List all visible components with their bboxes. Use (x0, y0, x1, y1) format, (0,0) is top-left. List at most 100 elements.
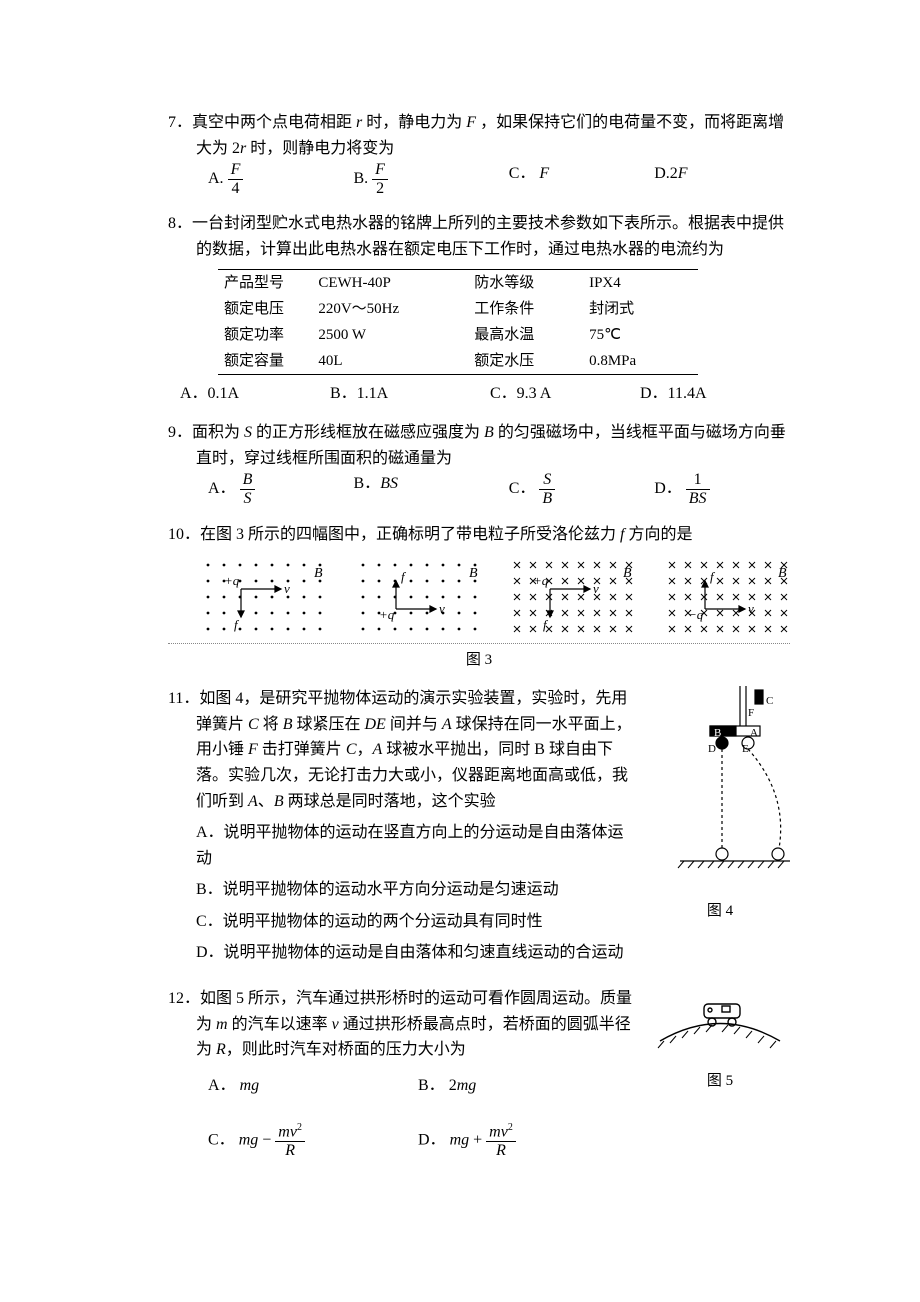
cell: 75℃ (583, 322, 698, 348)
frac: SB (539, 471, 555, 507)
q12-options-row2: C． mg − mv2R D． mg + mv2R (168, 1122, 636, 1160)
q7-d-label: D. (654, 165, 670, 182)
figure-5-caption: 图 5 (650, 1069, 790, 1093)
svg-text:D: D (708, 743, 716, 755)
q12-number: 12． (168, 990, 200, 1007)
svg-text:+q: +q (533, 573, 549, 588)
svg-text:f: f (710, 569, 716, 584)
svg-text:f: f (401, 569, 407, 584)
frac: mv2R (275, 1122, 305, 1160)
q7-a-frac: F4 (228, 161, 244, 197)
frac-den: R (486, 1141, 516, 1160)
table-row: 额定容量 40L 额定水压 0.8MPa (218, 348, 698, 375)
frac-num: 1 (686, 471, 710, 489)
svg-text:v: v (593, 581, 599, 596)
q8-spec-table: 产品型号 CEWH-40P 防水等级 IPX4 额定电压 220V～50Hz 工… (218, 269, 698, 375)
fig3-panel-c: +q v f B (505, 555, 636, 639)
q11-option-a: A．说明平抛物体的运动在竖直方向上的分运动是自由落体运动 (196, 820, 636, 871)
q12-option-b: B． 2mg (418, 1073, 618, 1099)
cell: 2500 W (312, 322, 468, 348)
q8-option-b: B．1.1A (330, 381, 490, 407)
q7-option-a: A. F4 (208, 161, 354, 197)
svg-text:C: C (766, 695, 773, 707)
svg-text:F: F (748, 707, 754, 719)
q8-text: 一台封闭型贮水式电热水器的铭牌上所列的主要技术参数如下表所示。根据表中提供的数据… (192, 215, 784, 258)
label: A． (208, 1077, 236, 1094)
q8-option-d: D．11.4A (640, 381, 780, 407)
q11-options: A．说明平抛物体的运动在竖直方向上的分运动是自由落体运动 B．说明平抛物体的运动… (168, 820, 636, 966)
svg-text:B: B (469, 566, 478, 581)
cell: 工作条件 (468, 296, 583, 322)
frac-den: 4 (228, 179, 244, 198)
q12-text-body: 如图 5 所示，汽车通过拱形桥时的运动可看作圆周运动。质量为 m 的汽车以速率 … (196, 990, 632, 1058)
fig3-panel-a: dots +q v f B (196, 555, 327, 639)
q12-option-d: D． mg + mv2R (418, 1122, 628, 1160)
q7-number: 7． (168, 114, 192, 131)
question-7: 7．真空中两个点电荷相距 r 时，静电力为 F ，如果保持它们的电荷量不变，而将… (168, 110, 790, 197)
frac-num: F (372, 161, 388, 179)
cell: 封闭式 (583, 296, 698, 322)
table-row: 产品型号 CEWH-40P 防水等级 IPX4 (218, 269, 698, 296)
label: B． (418, 1077, 445, 1094)
svg-text:B: B (778, 566, 787, 581)
cell: 最高水温 (468, 322, 583, 348)
figure-4-svg: F C B A D E (650, 686, 790, 886)
cell: 40L (312, 348, 468, 375)
q10-stem: 10．在图 3 所示的四幅图中，正确标明了带电粒子所受洛伦兹力 f 方向的是 (168, 522, 790, 548)
label: C． (208, 1132, 235, 1149)
q7-b-label: B. (354, 170, 369, 187)
figure-3-caption: 图 3 (168, 648, 790, 672)
cell: 产品型号 (218, 269, 312, 296)
table-row: 额定功率 2500 W 最高水温 75℃ (218, 322, 698, 348)
svg-text:−q: −q (688, 607, 704, 622)
svg-text:B: B (714, 727, 721, 739)
svg-text:A: A (750, 727, 758, 739)
frac: mv2R (486, 1122, 516, 1160)
q9-option-c: C． SB (509, 471, 655, 507)
q7-b-frac: F2 (372, 161, 388, 197)
frac-num: F (228, 161, 244, 179)
q7-text: 真空中两个点电荷相距 r 时，静电力为 F ，如果保持它们的电荷量不变，而将距离… (192, 114, 784, 157)
q7-a-label: A. (208, 170, 224, 187)
question-10: 10．在图 3 所示的四幅图中，正确标明了带电粒子所受洛伦兹力 f 方向的是 d… (168, 522, 790, 673)
q9-option-a: A． BS (208, 471, 354, 507)
q9-stem: 9．面积为 S 的正方形线框放在磁感应强度为 B 的匀强磁场中，当线框平面与磁场… (168, 420, 790, 471)
table-row: 额定电压 220V～50Hz 工作条件 封闭式 (218, 296, 698, 322)
cell: 额定功率 (218, 322, 312, 348)
q9-option-b: B．BS (354, 471, 509, 507)
label: D． (654, 480, 682, 497)
q10-text: 在图 3 所示的四幅图中，正确标明了带电粒子所受洛伦兹力 f 方向的是 (200, 526, 692, 543)
q7-options: A. F4 B. F2 C． F D.2F (168, 161, 790, 197)
q11-option-d: D．说明平抛物体的运动是自由落体和匀速直线运动的合运动 (196, 940, 636, 966)
cell: 220V～50Hz (312, 296, 468, 322)
cell: IPX4 (583, 269, 698, 296)
frac-den: BS (686, 489, 710, 508)
q12-options-row1: A． mg B． 2mg (168, 1073, 636, 1099)
frac-den: S (240, 489, 256, 508)
page: 7．真空中两个点电荷相距 r 时，静电力为 F ，如果保持它们的电荷量不变，而将… (0, 0, 920, 1254)
frac-den: B (539, 489, 555, 508)
question-9: 9．面积为 S 的正方形线框放在磁感应强度为 B 的匀强磁场中，当线框平面与磁场… (168, 420, 790, 507)
frac: BS (240, 471, 256, 507)
figure-4: F C B A D E 图 4 (650, 686, 790, 923)
svg-text:v: v (284, 581, 290, 596)
q11-number: 11． (168, 690, 199, 707)
frac-den: R (275, 1141, 305, 1160)
q7-option-c: C． F (509, 161, 655, 197)
label: B． (354, 475, 381, 492)
svg-text:+q: +q (224, 573, 240, 588)
frac-num: S (539, 471, 555, 489)
cell: 额定水压 (468, 348, 583, 375)
q7-c-val: F (539, 165, 549, 182)
q9-options: A． BS B．BS C． SB D． 1BS (168, 471, 790, 507)
cell: 防水等级 (468, 269, 583, 296)
figure-5: 图 5 (650, 986, 790, 1093)
label: A． (208, 480, 236, 497)
svg-text:B: B (314, 566, 323, 581)
svg-text:B: B (623, 566, 632, 581)
q8-stem: 8．一台封闭型贮水式电热水器的铭牌上所列的主要技术参数如下表所示。根据表中提供的… (168, 211, 790, 262)
divider (168, 643, 790, 644)
val: BS (380, 475, 398, 492)
q8-number: 8． (168, 215, 192, 232)
question-8: 8．一台封闭型贮水式电热水器的铭牌上所列的主要技术参数如下表所示。根据表中提供的… (168, 211, 790, 406)
